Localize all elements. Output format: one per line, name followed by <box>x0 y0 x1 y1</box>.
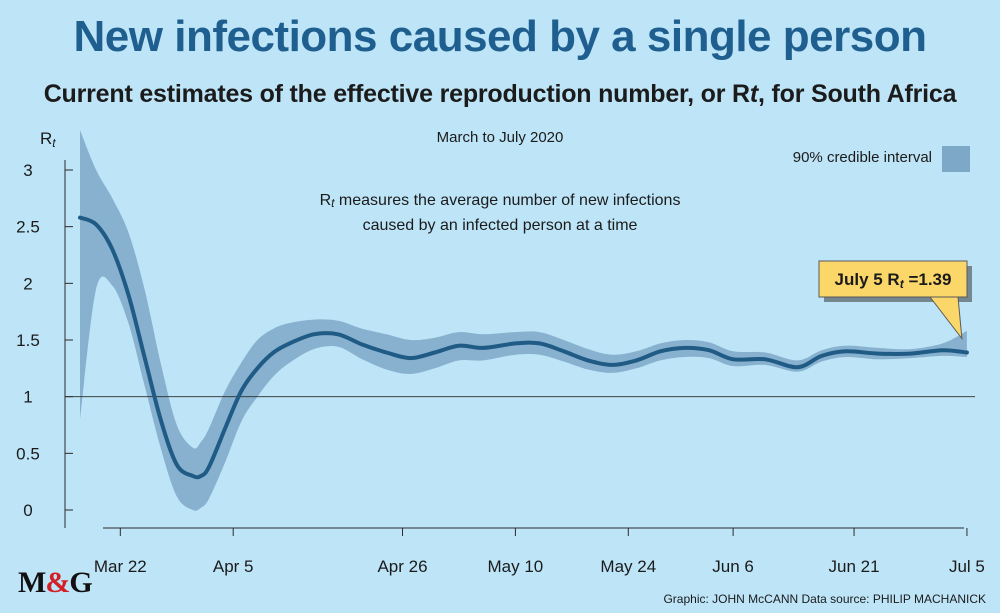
y-tick-label: 0 <box>23 501 32 520</box>
y-tick-label: 3 <box>23 161 32 180</box>
x-tick-label: Apr 5 <box>213 557 254 576</box>
chart-title: New infections caused by a single person <box>73 12 927 61</box>
mg-logo: M&G <box>18 566 93 599</box>
credible-interval-band <box>80 130 967 511</box>
y-tick-label: 1 <box>23 388 32 407</box>
x-tick-label: May 10 <box>488 557 544 576</box>
credit-line: Graphic: JOHN McCANN Data source: PHILIP… <box>663 592 986 606</box>
x-tick-label: Apr 26 <box>377 557 427 576</box>
x-tick-label: May 24 <box>600 557 656 576</box>
callout-pointer <box>928 296 963 341</box>
period-label: March to July 2020 <box>437 129 564 146</box>
y-tick-label: 0.5 <box>16 444 40 463</box>
legend-label: 90% credible interval <box>793 149 932 166</box>
chart-subtitle: Current estimates of the effective repro… <box>43 80 957 108</box>
y-tick-label: 2.5 <box>16 218 40 237</box>
y-tick-label: 2 <box>23 274 32 293</box>
description-line-1: Rt measures the average number of new in… <box>320 192 681 210</box>
rt-series-line <box>78 215 969 480</box>
x-tick-label: Jul 5 <box>949 557 985 576</box>
x-tick-label: Jun 21 <box>829 557 880 576</box>
callout-text: July 5 Rt =1.39 <box>835 270 952 291</box>
y-axis-label: Rt <box>40 129 56 150</box>
legend-swatch <box>942 146 970 172</box>
description-line-2: caused by an infected person at a time <box>363 217 638 234</box>
y-tick-label: 1.5 <box>16 331 40 350</box>
callout-box <box>818 260 968 298</box>
latest-value-callout: July 5 Rt =1.39 <box>818 260 972 341</box>
x-tick-label: Jun 6 <box>712 557 754 576</box>
x-tick-label: Mar 22 <box>94 557 147 576</box>
